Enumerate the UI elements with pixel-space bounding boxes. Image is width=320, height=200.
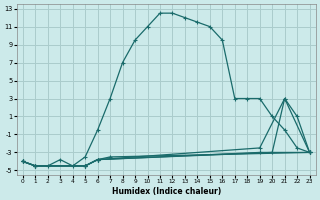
X-axis label: Humidex (Indice chaleur): Humidex (Indice chaleur) [112,187,221,196]
